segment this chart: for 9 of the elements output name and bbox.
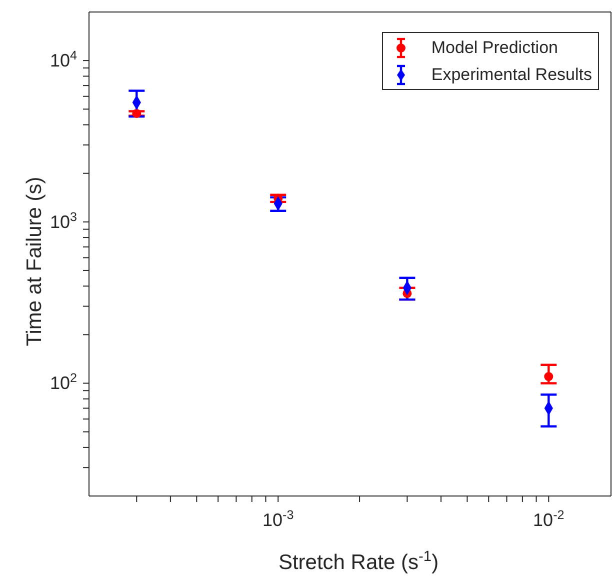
x-tick-label: 10$^{-2}$ — [533, 508, 564, 530]
y-axis-title: Time at Failure (s) — [23, 176, 46, 346]
x-tick-label: 10$^{-3}$ — [262, 508, 294, 530]
x-axis-title: Stretch Rate (s$^{-1}$) — [278, 549, 439, 574]
y-tick-label: 10$^{4}$ — [50, 48, 77, 71]
y-tick-label: 10$^{3}$ — [50, 210, 77, 232]
legend-label: Model Prediction — [431, 37, 558, 59]
y-tick-label: 10$^{2}$ — [50, 371, 77, 394]
legend-label: Experimental Results — [431, 64, 592, 86]
